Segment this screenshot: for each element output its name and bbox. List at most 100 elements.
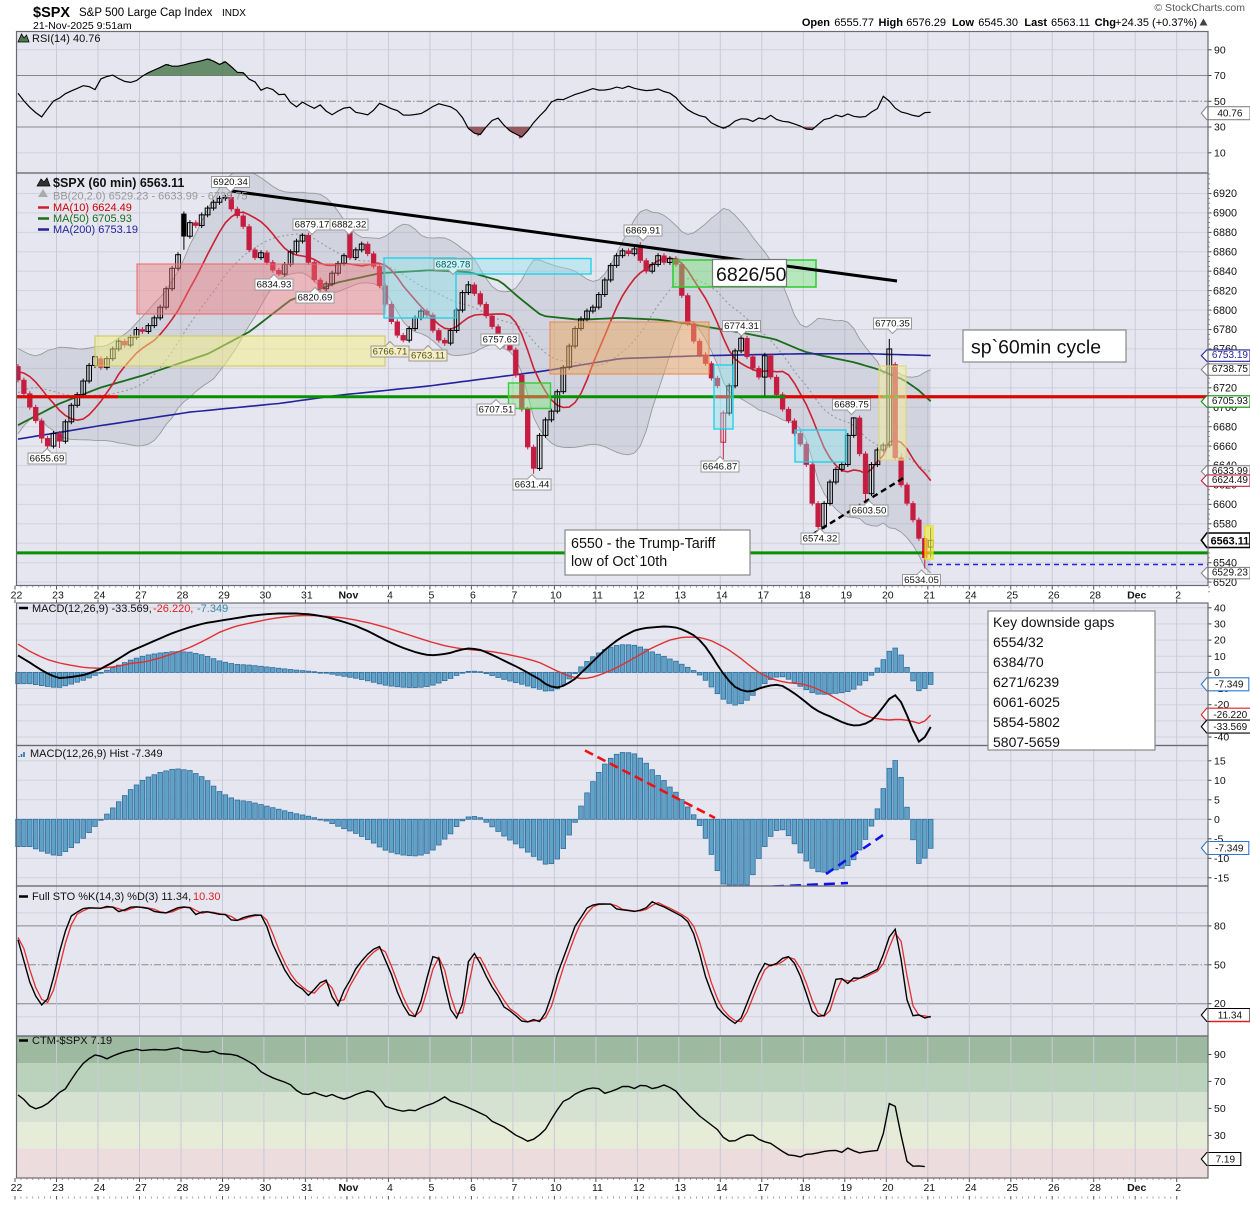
svg-text:MA(10) 6624.49: MA(10) 6624.49 xyxy=(53,202,132,214)
svg-text:50: 50 xyxy=(1214,959,1226,971)
svg-text:-7.349: -7.349 xyxy=(197,603,228,615)
svg-text:7: 7 xyxy=(511,1182,517,1194)
svg-text:6603.50: 6603.50 xyxy=(852,505,887,516)
svg-text:6563.11: 6563.11 xyxy=(1051,17,1090,29)
svg-text:6529.23: 6529.23 xyxy=(1212,568,1249,579)
svg-text:sp`60min cycle: sp`60min cycle xyxy=(971,337,1101,359)
svg-text:6738.75: 6738.75 xyxy=(1212,364,1249,375)
svg-text:14: 14 xyxy=(716,590,728,602)
svg-text:28: 28 xyxy=(1089,1182,1101,1194)
svg-text:5: 5 xyxy=(1214,794,1220,806)
svg-text:17: 17 xyxy=(757,1182,769,1194)
svg-text:6800: 6800 xyxy=(1213,305,1237,317)
svg-text:6900: 6900 xyxy=(1213,208,1237,220)
svg-text:6624.49: 6624.49 xyxy=(1212,475,1249,486)
svg-text:30: 30 xyxy=(1214,122,1226,134)
svg-text:-15: -15 xyxy=(1214,872,1229,884)
svg-text:High: High xyxy=(879,17,904,29)
svg-text:6763.11: 6763.11 xyxy=(411,350,445,361)
svg-text:6600: 6600 xyxy=(1213,499,1237,511)
svg-text:14: 14 xyxy=(716,1182,728,1194)
svg-text:6869.91: 6869.91 xyxy=(626,225,661,236)
svg-text:+24.35 (+0.37%): +24.35 (+0.37%) xyxy=(1115,17,1197,29)
svg-text:6920: 6920 xyxy=(1213,188,1237,200)
svg-text:22: 22 xyxy=(11,1182,23,1194)
svg-text:0: 0 xyxy=(1214,814,1220,826)
svg-text:22: 22 xyxy=(11,590,23,602)
svg-text:5807-5659: 5807-5659 xyxy=(993,734,1060,750)
svg-text:RSI(14) 40.76: RSI(14) 40.76 xyxy=(32,33,100,45)
svg-text:30: 30 xyxy=(260,1182,272,1194)
svg-text:6829.78: 6829.78 xyxy=(436,259,471,270)
svg-text:6882.32: 6882.32 xyxy=(332,219,367,230)
svg-text:10: 10 xyxy=(1214,775,1226,787)
svg-text:6840: 6840 xyxy=(1213,266,1237,278)
svg-text:2: 2 xyxy=(1175,590,1181,602)
svg-text:24: 24 xyxy=(965,590,977,602)
svg-text:6646.87: 6646.87 xyxy=(703,461,738,472)
svg-text:40: 40 xyxy=(1214,602,1226,614)
svg-text:6826/50: 6826/50 xyxy=(716,264,787,286)
svg-text:28: 28 xyxy=(177,1182,189,1194)
svg-text:6550 - the Trump-Tariff: 6550 - the Trump-Tariff xyxy=(571,536,715,552)
svg-text:-26.220: -26.220 xyxy=(1213,710,1247,721)
svg-text:6563.11: 6563.11 xyxy=(1211,535,1249,547)
svg-text:6766.71: 6766.71 xyxy=(373,346,408,357)
svg-text:6534.05: 6534.05 xyxy=(904,575,939,586)
svg-text:10: 10 xyxy=(550,1182,562,1194)
svg-text:Last: Last xyxy=(1024,17,1047,29)
svg-text:Dec: Dec xyxy=(1127,590,1146,602)
svg-text:6920.34: 6920.34 xyxy=(213,177,248,188)
svg-text:Key downside gaps: Key downside gaps xyxy=(993,614,1114,630)
svg-text:17: 17 xyxy=(757,590,769,602)
svg-text:6384/70: 6384/70 xyxy=(993,654,1044,670)
svg-text:Chg: Chg xyxy=(1095,17,1116,29)
svg-text:31: 31 xyxy=(301,590,313,602)
svg-text:Low: Low xyxy=(952,17,974,29)
svg-text:12: 12 xyxy=(633,590,645,602)
svg-text:0: 0 xyxy=(1214,667,1220,679)
svg-text:21: 21 xyxy=(923,590,935,602)
svg-text:6: 6 xyxy=(470,590,476,602)
svg-text:90: 90 xyxy=(1214,44,1226,56)
svg-text:6770.35: 6770.35 xyxy=(875,318,910,329)
svg-text:11: 11 xyxy=(592,590,603,602)
svg-text:6820.69: 6820.69 xyxy=(298,292,333,303)
svg-text:-33.569: -33.569 xyxy=(1213,722,1247,733)
svg-text:CTM-$SPX 7.19: CTM-$SPX 7.19 xyxy=(32,1035,112,1047)
svg-text:$SPX: $SPX xyxy=(33,5,70,21)
svg-text:6540: 6540 xyxy=(1213,557,1237,569)
svg-text:-40: -40 xyxy=(1214,732,1229,744)
svg-text:20: 20 xyxy=(1214,635,1226,647)
svg-text:Nov: Nov xyxy=(338,590,358,602)
svg-text:6: 6 xyxy=(470,1182,476,1194)
svg-text:low of Oct`10th: low of Oct`10th xyxy=(571,554,667,570)
svg-text:50: 50 xyxy=(1214,1103,1226,1115)
svg-text:30: 30 xyxy=(1214,618,1226,630)
svg-text:10: 10 xyxy=(550,590,562,602)
svg-text:$SPX (60 min) 6563.11: $SPX (60 min) 6563.11 xyxy=(53,176,184,190)
svg-text:6633.99: 6633.99 xyxy=(1212,466,1249,477)
svg-text:6707.51: 6707.51 xyxy=(479,404,514,415)
svg-text:10: 10 xyxy=(1214,651,1226,663)
svg-text:30: 30 xyxy=(1214,1130,1226,1142)
svg-text:-7.349: -7.349 xyxy=(1215,843,1244,854)
svg-text:29: 29 xyxy=(218,590,230,602)
svg-text:2: 2 xyxy=(1175,1182,1181,1194)
svg-text:90: 90 xyxy=(1214,1049,1226,1061)
svg-text:-26.220,: -26.220, xyxy=(153,603,193,615)
svg-text:24: 24 xyxy=(94,1182,106,1194)
svg-text:20: 20 xyxy=(1214,998,1226,1010)
svg-text:26: 26 xyxy=(1048,1182,1060,1194)
svg-text:11: 11 xyxy=(592,1182,603,1194)
svg-text:27: 27 xyxy=(135,1182,147,1194)
svg-text:6860: 6860 xyxy=(1213,247,1237,259)
svg-text:Full STO %K(14,3) %D(3) 11.34,: Full STO %K(14,3) %D(3) 11.34, xyxy=(32,891,191,903)
svg-text:26: 26 xyxy=(1048,590,1060,602)
svg-text:6660: 6660 xyxy=(1213,441,1237,453)
svg-text:25: 25 xyxy=(1006,1182,1018,1194)
svg-text:INDX: INDX xyxy=(222,8,246,19)
svg-text:28: 28 xyxy=(177,590,189,602)
svg-text:13: 13 xyxy=(674,1182,686,1194)
svg-text:30: 30 xyxy=(260,590,272,602)
